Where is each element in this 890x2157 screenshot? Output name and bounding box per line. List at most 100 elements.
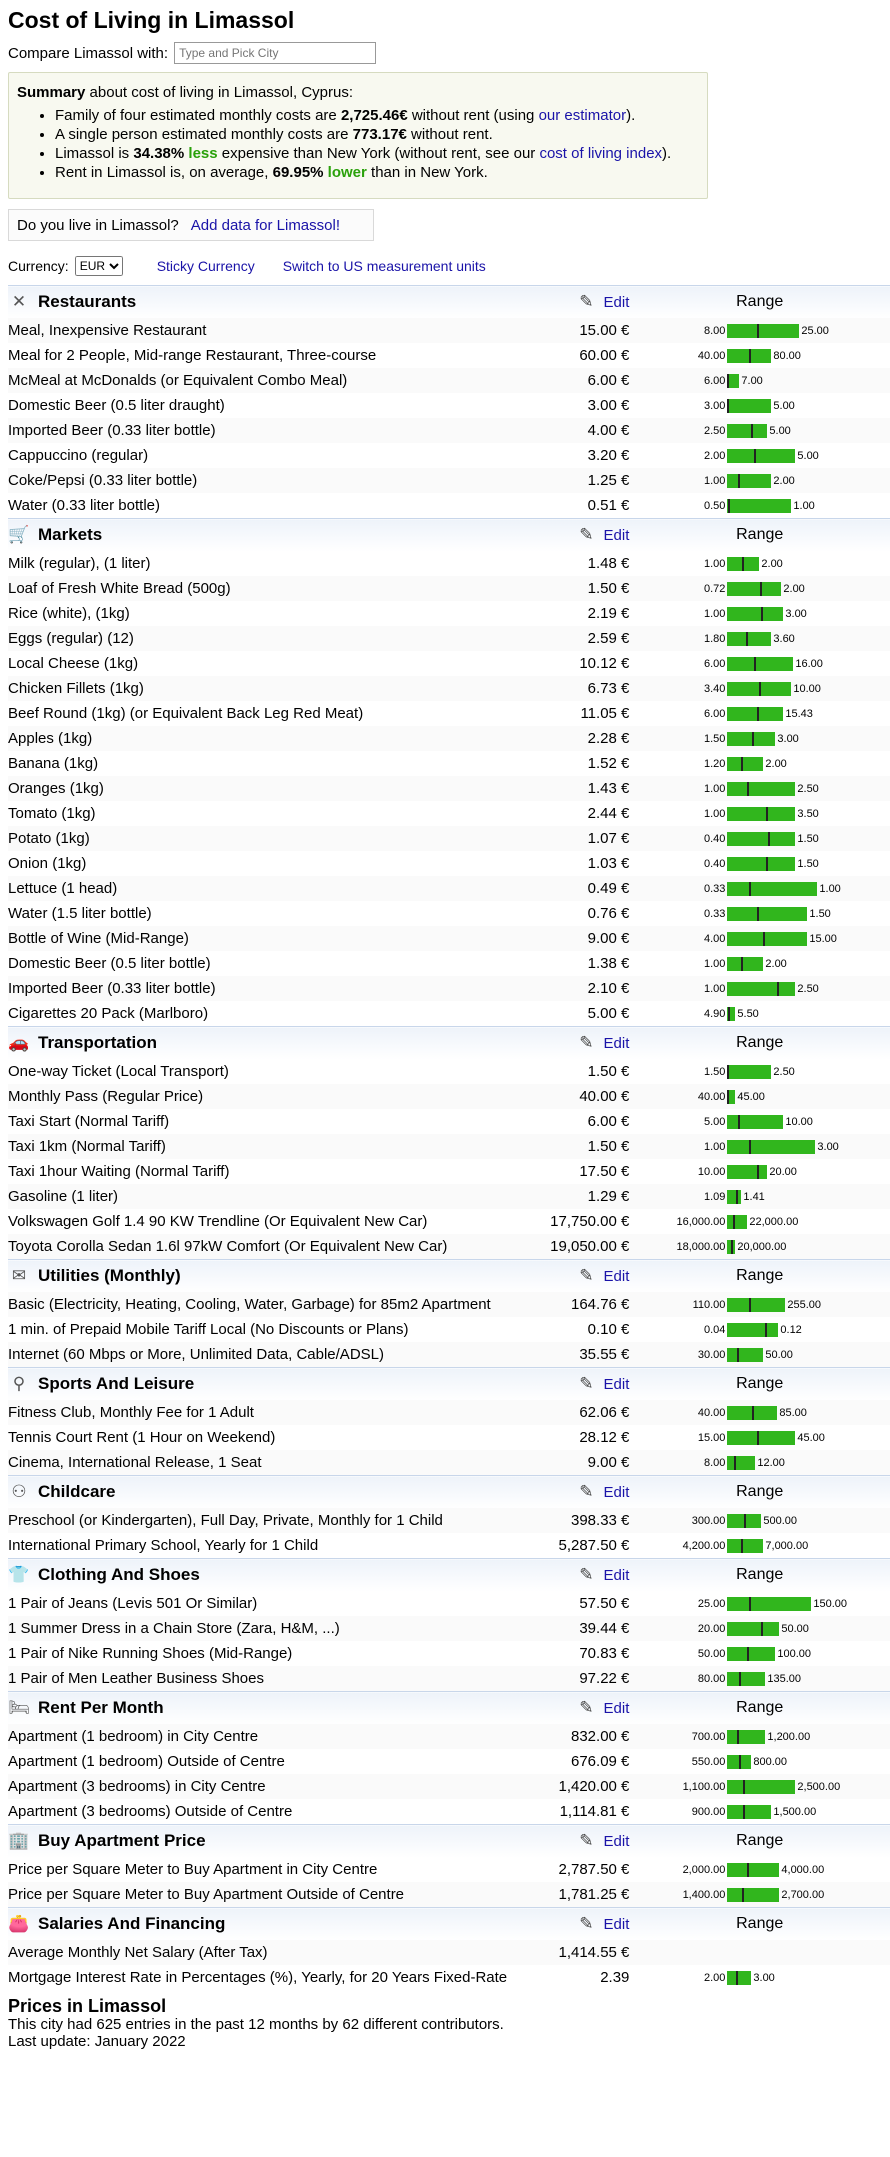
price-row: Apartment (1 bedroom) in City Centre 832.… — [8, 1724, 890, 1749]
range-low: 15.00 — [697, 1431, 726, 1444]
range-average-marker — [728, 498, 731, 513]
item-name: Gasoline (1 liter) — [8, 1184, 530, 1209]
price-row: Meal, Inexpensive Restaurant 15.00 € 8.00 2… — [8, 318, 890, 343]
price-row: Preschool (or Kindergarten), Full Day, P… — [8, 1508, 890, 1533]
edit-link[interactable]: Edit — [603, 527, 630, 544]
item-price: 62.06 € — [529, 1400, 630, 1425]
range-low: 1.00 — [703, 1140, 726, 1153]
edit-link[interactable]: Edit — [603, 1916, 630, 1933]
category-header: 🛒 Markets ✎ Edit Range — [8, 518, 890, 551]
item-price: 1.43 € — [529, 776, 630, 801]
item-price: 398.33 € — [529, 1508, 630, 1533]
item-name: Monthly Pass (Regular Price) — [8, 1084, 530, 1109]
range-bar — [727, 1322, 779, 1337]
item-name: Apartment (1 bedroom) Outside of Centre — [8, 1753, 285, 1770]
range-average-marker — [727, 373, 730, 388]
category-name: Restaurants — [38, 292, 137, 311]
us-units-link[interactable]: Switch to US measurement units — [282, 258, 486, 274]
range-average-marker — [737, 1729, 740, 1744]
pencil-icon: ✎ — [579, 1698, 594, 1717]
range-bar — [727, 1089, 736, 1104]
edit-link[interactable]: Edit — [603, 1035, 630, 1052]
item-price: 164.76 € — [529, 1292, 630, 1317]
price-row: Price per Square Meter to Buy Apartment … — [8, 1882, 890, 1908]
range-average-marker — [734, 1455, 737, 1470]
pencil-icon: ✎ — [579, 1914, 594, 1933]
range-low: 8.00 — [703, 1456, 726, 1469]
range-average-marker — [746, 631, 749, 646]
range-bar — [727, 631, 772, 646]
range-high: 16.00 — [795, 657, 823, 670]
range-high: 85.00 — [779, 1406, 807, 1419]
range-low: 300.00 — [691, 1514, 726, 1527]
item-name: Onion (1kg) — [8, 855, 87, 872]
range-high: 45.00 — [737, 1090, 765, 1103]
range-header: Range — [629, 1259, 890, 1292]
edit-link[interactable]: Edit — [603, 1484, 630, 1501]
edit-link[interactable]: Edit — [603, 1833, 630, 1850]
live-here-box: Do you live in Limassol? Add data for Li… — [8, 209, 374, 241]
range-low: 2.00 — [703, 449, 726, 462]
range-average-marker — [742, 1887, 745, 1902]
item-name: Oranges (1kg) — [8, 776, 530, 801]
price-range: 0.50 1.00 — [629, 493, 890, 518]
price-range: 0.40 1.50 — [629, 826, 890, 851]
item-price: 1,781.25 € — [529, 1882, 630, 1908]
item-price: 0.49 € — [529, 876, 630, 901]
sticky-currency-link[interactable]: Sticky Currency — [156, 258, 255, 274]
estimator-link[interactable]: our estimator — [538, 107, 627, 124]
category-header: 👕 Clothing And Shoes ✎ Edit Range — [8, 1558, 890, 1591]
range-low: 900.00 — [691, 1805, 726, 1818]
range-average-marker — [727, 1089, 730, 1104]
edit-link[interactable]: Edit — [603, 1700, 630, 1717]
price-row: Cigarettes 20 Pack (Marlboro) 5.00 € 4.90 5… — [8, 1001, 890, 1027]
price-range: 1.50 3.00 — [629, 726, 890, 751]
city-search-input[interactable] — [174, 42, 377, 64]
range-bar — [727, 656, 794, 671]
range-bar — [727, 1596, 812, 1611]
range-bar — [727, 706, 784, 721]
item-price: 6.00 € — [529, 368, 630, 393]
range-average-marker — [749, 881, 752, 896]
price-row: International Primary School, Yearly for… — [8, 1533, 890, 1559]
item-name: 1 Summer Dress in a Chain Store (Zara, H… — [8, 1616, 530, 1641]
edit-link[interactable]: Edit — [603, 294, 630, 311]
range-bar — [727, 1804, 772, 1819]
range-average-marker — [727, 398, 730, 413]
range-low: 8.00 — [703, 324, 726, 337]
category-header: ✕ Restaurants ✎ Edit Range — [8, 285, 890, 318]
item-name: Rice (white), (1kg) — [8, 605, 130, 622]
price-range: 8.00 25.00 — [629, 318, 890, 343]
price-range: 1.09 1.41 — [629, 1184, 890, 1209]
category-name: Markets — [38, 525, 103, 544]
item-price: 11.05 € — [580, 705, 630, 722]
item-price: 6.73 € — [529, 676, 630, 701]
range-bar — [727, 1114, 784, 1129]
edit-link[interactable]: Edit — [603, 1376, 630, 1393]
cart-icon: 🛒 — [8, 525, 30, 544]
item-name: Taxi 1hour Waiting (Normal Tariff) — [8, 1163, 230, 1180]
item-price: 1.50 € — [587, 1063, 630, 1080]
range-bar — [727, 756, 764, 771]
item-price: 2.19 € — [587, 605, 630, 622]
range-high: 150.00 — [813, 1597, 848, 1610]
range-high: 22,000.00 — [749, 1215, 799, 1228]
price-row: One-way Ticket (Local Transport) 1.50 €1.… — [8, 1059, 890, 1084]
price-row: Local Cheese (1kg) 10.12 € 6.00 16.00 — [8, 651, 890, 676]
range-average-marker — [747, 781, 750, 796]
cost-index-link[interactable]: cost of living index — [539, 145, 663, 162]
range-high: 1.50 — [809, 907, 831, 920]
range-bar — [727, 1297, 786, 1312]
range-high: 10.00 — [785, 1115, 813, 1128]
price-range: 0.40 1.50 — [629, 851, 890, 876]
edit-link[interactable]: Edit — [603, 1268, 630, 1285]
edit-link[interactable]: Edit — [603, 1567, 630, 1584]
currency-select[interactable]: EUR — [74, 256, 123, 276]
currency-label: Currency: — [8, 258, 69, 274]
price-row: Eggs (regular) (12) 2.59 € 1.80 3.60 — [8, 626, 890, 651]
add-data-link[interactable]: Add data for Limassol! — [190, 216, 340, 234]
range-header: Range — [629, 1691, 890, 1724]
range-average-marker — [757, 706, 760, 721]
range-low: 1.00 — [703, 807, 726, 820]
range-high: 3.60 — [773, 632, 795, 645]
